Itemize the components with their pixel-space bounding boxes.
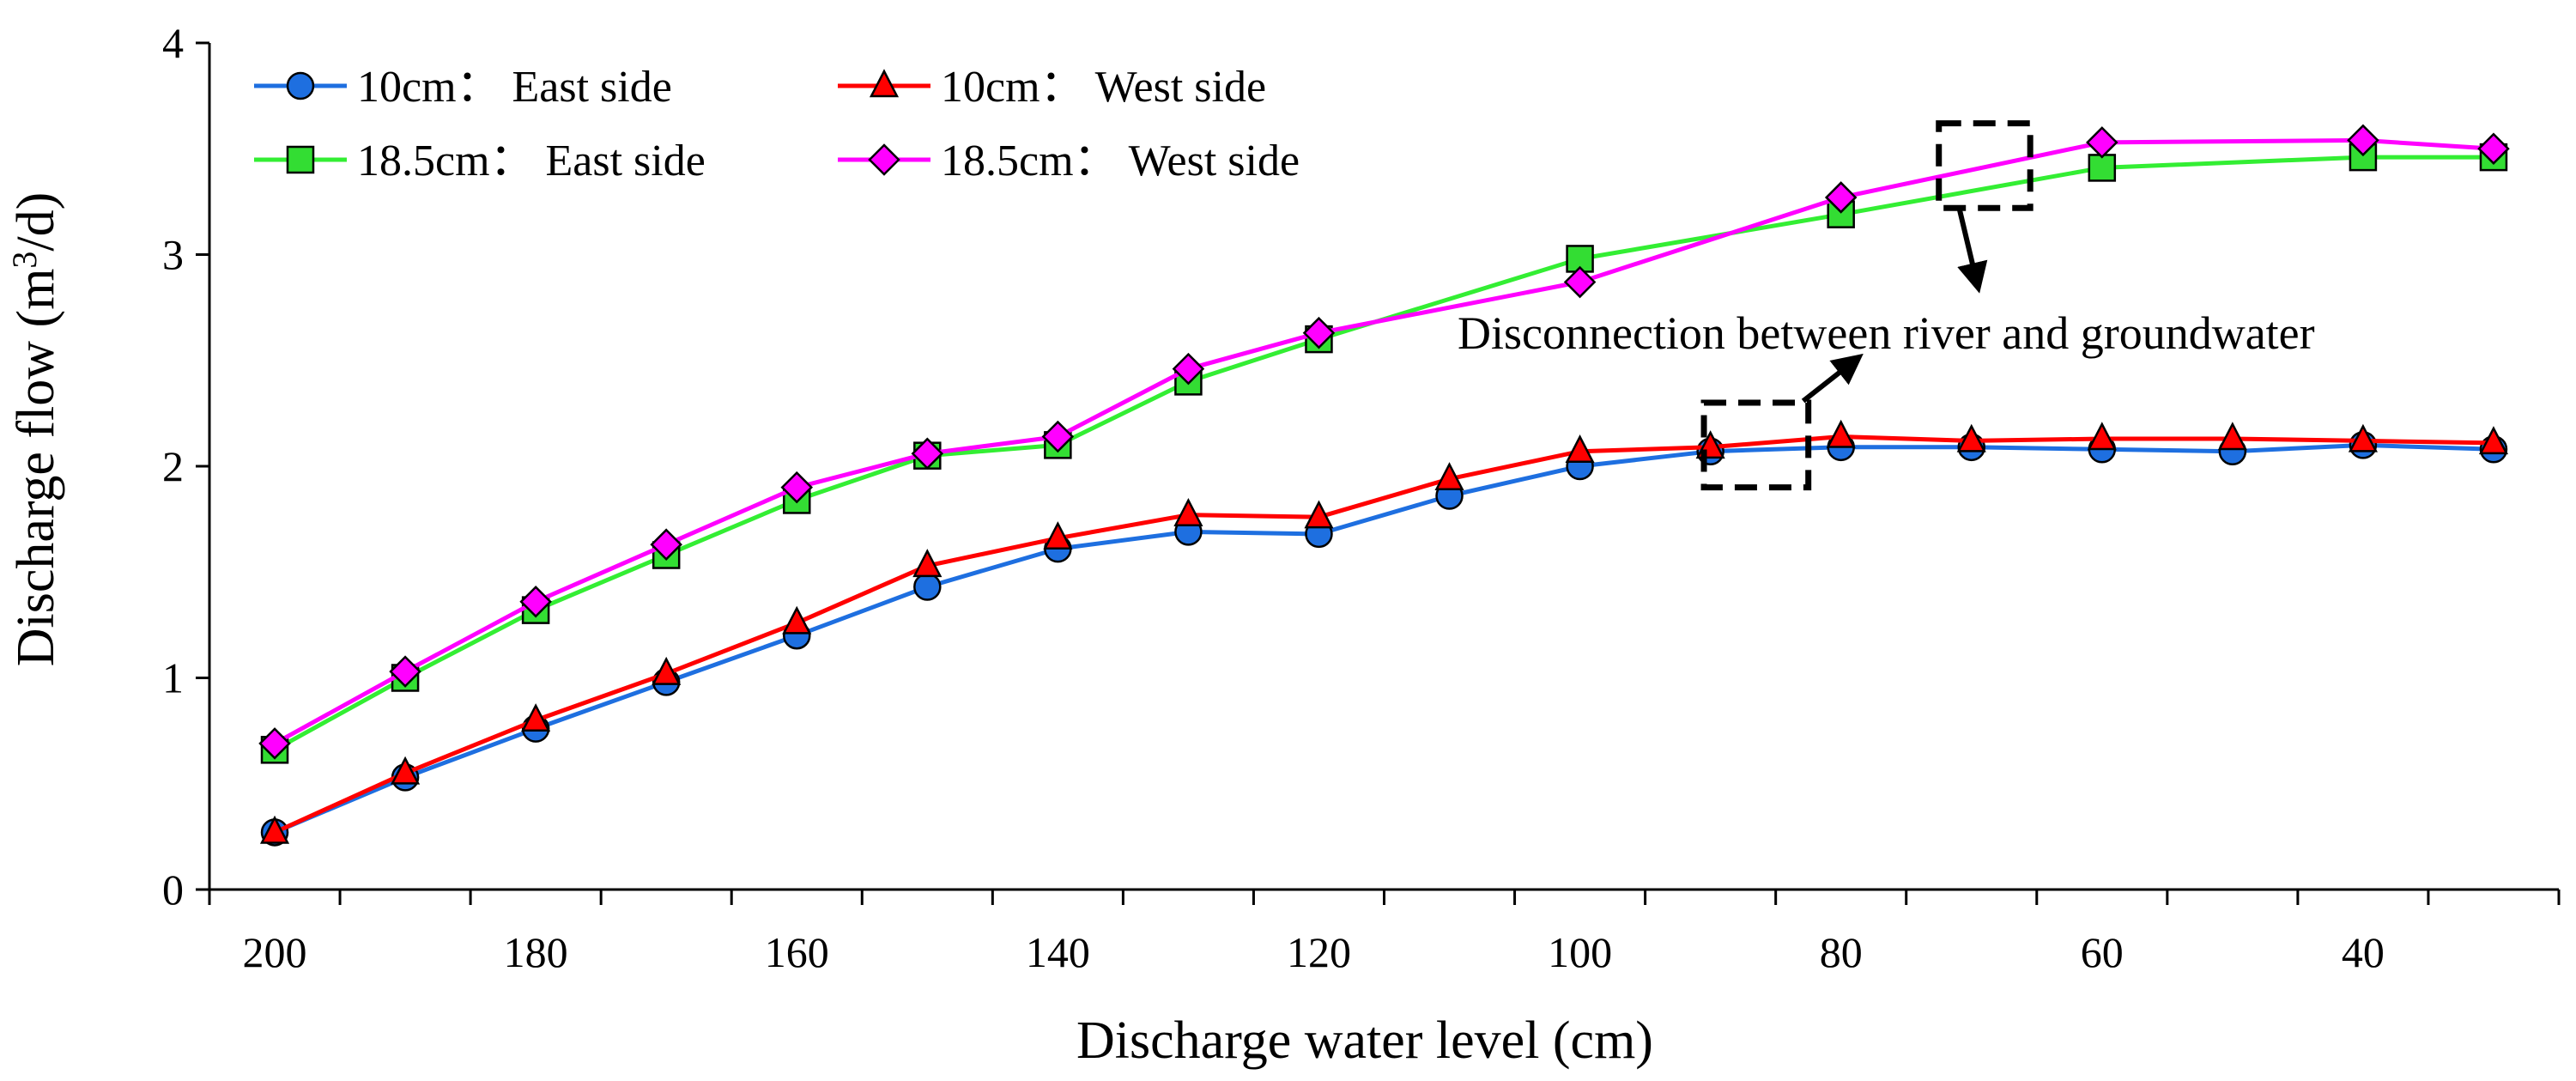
- legend-item-0: 10cm： East side: [254, 63, 672, 112]
- data-point-triangle: [1565, 434, 1595, 463]
- annotation-arrow-lower: [1801, 353, 1864, 404]
- data-point-diamond: [1563, 265, 1597, 299]
- x-tick-label: 60: [2081, 928, 2124, 976]
- x-axis-title: Discharge water level (cm): [1076, 1011, 1653, 1070]
- data-point-diamond: [2086, 126, 2118, 159]
- data-point-circle: [286, 71, 315, 100]
- data-point-triangle: [1304, 500, 1334, 529]
- x-tick-label: 100: [1548, 928, 1612, 976]
- series-line-0: [274, 442, 2494, 835]
- axes: 0 1 2 3 4 200 180 160 140 120 100 80 60 40: [162, 19, 2561, 976]
- data-point-triangle: [2087, 422, 2117, 451]
- data-point-diamond: [258, 727, 291, 760]
- data-point-triangle: [869, 69, 900, 98]
- y-axis-title-prefix: Discharge flow (m: [7, 269, 65, 667]
- y-tick-label: 1: [162, 654, 184, 702]
- data-point-diamond: [1824, 181, 1858, 214]
- data-point-diamond: [868, 143, 900, 176]
- series-layer: [258, 124, 2510, 847]
- y-tick-label: 0: [162, 865, 184, 914]
- data-point-triangle: [2348, 423, 2378, 452]
- x-tick-label: 180: [504, 928, 568, 976]
- legend-label: 10cm： East side: [357, 63, 672, 112]
- data-point-diamond: [1172, 352, 1205, 386]
- y-tick-label: 2: [162, 442, 184, 490]
- data-point-triangle: [1826, 419, 1856, 448]
- data-point-circle: [913, 573, 942, 601]
- data-point-triangle: [259, 815, 290, 844]
- legend-item-2: 18.5cm： East side: [254, 137, 706, 185]
- data-point-diamond: [1041, 420, 1075, 453]
- data-point-square: [286, 145, 315, 174]
- y-axis-title-sup: 3: [5, 252, 44, 269]
- annotation-layer: Disconnection between river and groundwa…: [1458, 120, 2315, 491]
- series-line-3: [273, 137, 2494, 746]
- data-point-diamond: [650, 528, 682, 561]
- data-point-diamond: [1302, 316, 1336, 349]
- y-tick-label: 3: [162, 231, 184, 279]
- series-3: [258, 124, 2510, 760]
- legend-item-3: 18.5cm： West side: [838, 137, 1300, 185]
- data-point-diamond: [519, 585, 552, 618]
- x-tick-label: 160: [765, 928, 829, 976]
- data-point-triangle: [1434, 462, 1464, 491]
- data-point-triangle: [782, 605, 812, 635]
- data-point-diamond: [389, 655, 421, 688]
- data-point-diamond: [2477, 132, 2510, 166]
- legend-label: 18.5cm： East side: [357, 137, 706, 185]
- data-point-triangle: [1173, 497, 1203, 526]
- annotation-arrow-upper: [1956, 205, 1988, 294]
- data-point-diamond: [911, 437, 944, 470]
- x-tick-label: 140: [1026, 928, 1090, 976]
- series-line-1: [273, 434, 2494, 835]
- series-1: [259, 419, 2509, 844]
- data-point-triangle: [391, 756, 421, 785]
- annotation-text: Disconnection between river and groundwa…: [1458, 307, 2315, 359]
- annotation-box-lower: [1700, 399, 1812, 491]
- annotation-box-upper: [1936, 120, 2034, 211]
- y-axis-title-suffix: /d): [7, 192, 65, 252]
- data-point-triangle: [1956, 423, 1986, 452]
- x-tick-label: 80: [1820, 928, 1863, 976]
- data-point-triangle: [2217, 422, 2247, 451]
- data-point-triangle: [912, 549, 943, 578]
- legend: 10cm： East side 10cm： West side 18.5cm： Ea…: [254, 63, 1300, 185]
- data-point-triangle: [1043, 521, 1073, 550]
- legend-label: 18.5cm： West side: [941, 137, 1300, 185]
- y-tick-label: 4: [162, 19, 184, 67]
- series-line-2: [273, 155, 2494, 752]
- x-tick-label: 200: [243, 928, 307, 976]
- data-point-triangle: [652, 656, 682, 685]
- data-point-diamond: [2347, 124, 2379, 157]
- y-axis-title: Discharge flow (m3/d): [5, 192, 65, 667]
- data-point-square: [2088, 154, 2117, 182]
- x-tick-label: 40: [2342, 928, 2385, 976]
- data-point-triangle: [2478, 426, 2509, 455]
- legend-item-1: 10cm： West side: [838, 63, 1266, 112]
- data-point-triangle: [521, 703, 551, 732]
- data-point-diamond: [780, 471, 814, 504]
- x-tick-label: 120: [1287, 928, 1351, 976]
- legend-label: 10cm： West side: [941, 63, 1266, 112]
